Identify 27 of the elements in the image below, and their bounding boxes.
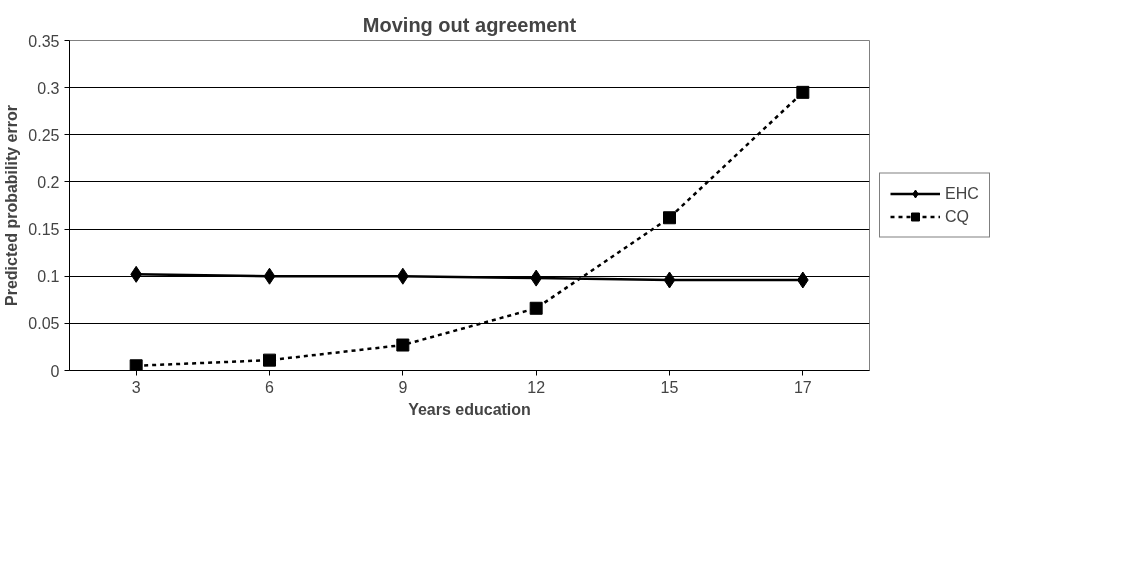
point xyxy=(796,85,810,99)
x-tick-label: 15 xyxy=(660,378,679,396)
legend-label: EHC xyxy=(945,184,979,203)
x-tick-label: 6 xyxy=(265,378,275,396)
point xyxy=(529,301,543,315)
x-axis-title: Years education xyxy=(408,400,531,418)
point xyxy=(263,353,276,367)
y-tick-label: 0.25 xyxy=(28,126,60,144)
y-axis-title: Predicted probability error xyxy=(3,105,21,306)
legend-label: CQ xyxy=(945,207,969,226)
y-tick-label: 0.35 xyxy=(28,32,60,50)
point xyxy=(129,359,143,371)
y-tick-label: 0 xyxy=(50,362,60,380)
chart-title: Moving out agreement xyxy=(362,13,577,36)
point xyxy=(663,271,676,289)
y-tick-label: 0.2 xyxy=(37,173,60,191)
x-tick-label: 9 xyxy=(398,378,408,396)
x-tick-label: 3 xyxy=(131,378,141,396)
x-tick-label: 12 xyxy=(527,378,546,396)
y-tick-label: 0.15 xyxy=(28,221,60,239)
y-tick-label: 0.3 xyxy=(37,79,60,97)
point xyxy=(663,211,676,225)
point xyxy=(396,338,410,352)
y-tick-label: 0.05 xyxy=(28,315,60,333)
point xyxy=(263,267,276,285)
y-tick-label: 0.1 xyxy=(37,268,60,286)
x-tick-label: 17 xyxy=(793,378,812,396)
